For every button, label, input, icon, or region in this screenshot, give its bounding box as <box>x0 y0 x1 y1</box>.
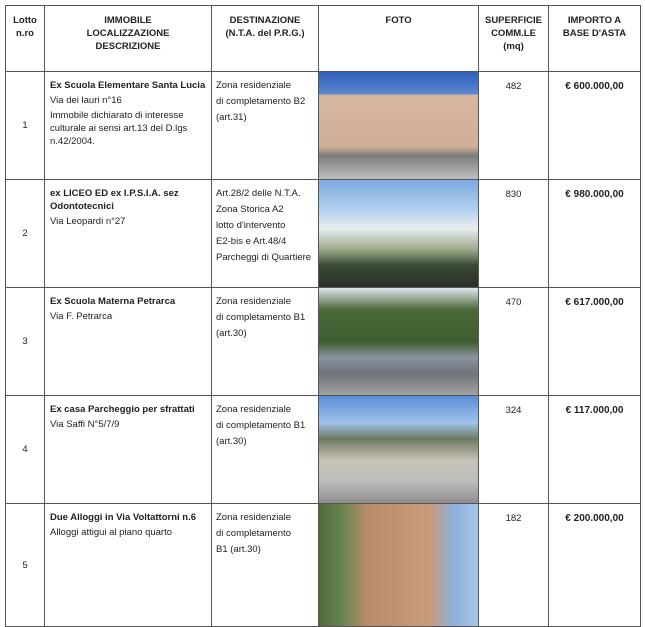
table-row: 3 Ex Scuola Materna Petrarca Via F. Petrar… <box>5 287 641 396</box>
immobile-name: ex LICEO ED ex I.P.S.I.A. sez Odontotecn… <box>50 188 179 212</box>
destinazione-line: E2-bis e Art.48/4 <box>216 236 287 247</box>
destinazione-line: Parcheggi di Quartiere <box>216 252 312 263</box>
destinazione-cell: Zona residenziale di completamento B1 (art… <box>211 395 319 504</box>
superficie-value: 482 <box>478 71 549 180</box>
destinazione-line: Zona residenziale <box>216 296 291 307</box>
immobile-detail: Via F. Petrarca <box>50 311 113 322</box>
header-row: Lotto n.ro IMMOBILE LOCALIZZAZIONE DESCRIZI… <box>5 5 641 72</box>
immobile-cell: Due Alloggi in Via Voltattorni n.6 Allogg… <box>44 503 212 627</box>
importo-value: € 200.000,00 <box>548 503 641 627</box>
destinazione-line: Zona residenziale <box>216 512 291 523</box>
header-line: IMPORTO A <box>567 15 622 26</box>
destinazione-line: Zona residenziale <box>216 404 291 415</box>
immobile-detail: Via dei lauri n°16 <box>50 95 122 106</box>
header-importo: IMPORTO A BASE D'ASTA <box>548 5 641 72</box>
immobile-name: Ex Scuola Materna Petrarca <box>50 296 176 307</box>
lotto-number: 1 <box>5 71 45 180</box>
superficie-value: 470 <box>478 287 549 396</box>
foto-cell <box>318 395 479 504</box>
immobile-cell: Ex Scuola Elementare Santa Lucia Via dei … <box>44 71 212 180</box>
destinazione-line: lotto d'intervento <box>216 220 286 231</box>
foto-cell <box>318 71 479 180</box>
importo-value: € 600.000,00 <box>548 71 641 180</box>
destinazione-cell: Zona residenziale di completamento B1 (art… <box>211 503 319 627</box>
importo-value: € 980.000,00 <box>548 179 641 288</box>
header-line: (mq) <box>503 41 524 52</box>
destinazione-line: Zona Storica A2 <box>216 204 284 215</box>
immobile-name: Due Alloggi in Via Voltattorni n.6 <box>50 512 197 523</box>
table-row: 2 ex LICEO ED ex I.P.S.I.A. sez Odontotec… <box>5 179 641 288</box>
header-line: DESCRIZIONE <box>95 41 161 52</box>
header-line: n.ro <box>16 28 34 39</box>
immobile-detail: Via Leopardi n°27 <box>50 216 126 227</box>
building-photo <box>319 396 478 503</box>
header-line: (N.T.A. del P.R.G.) <box>225 28 305 39</box>
table-row: 1 Ex Scuola Elementare Santa Lucia Via dei… <box>5 71 641 180</box>
header-line: BASE D'ASTA <box>562 28 627 39</box>
immobile-detail: Via Saffi N°5/7/9 <box>50 419 120 430</box>
header-line: FOTO <box>385 15 412 26</box>
lotto-number: 5 <box>5 503 45 627</box>
lotto-number: 3 <box>5 287 45 396</box>
immobile-detail: Alloggi attigui al piano quarto <box>50 527 173 538</box>
importo-value: € 117.000,00 <box>548 395 641 504</box>
destinazione-line: B1 (art.30) <box>216 544 261 555</box>
immobile-name: Ex casa Parcheggio per sfrattati <box>50 404 195 415</box>
building-photo <box>319 180 478 287</box>
importo-value: € 617.000,00 <box>548 287 641 396</box>
building-photo <box>319 288 478 395</box>
header-destinazione: DESTINAZIONE (N.T.A. del P.R.G.) <box>211 5 319 72</box>
superficie-value: 324 <box>478 395 549 504</box>
destinazione-cell: Art.28/2 delle N.T.A. Zona Storica A2 lott… <box>211 179 319 288</box>
foto-cell <box>318 503 479 627</box>
header-superficie: SUPERFICIE COMM.LE (mq) <box>478 5 549 72</box>
immobile-cell: Ex casa Parcheggio per sfrattati Via Saff… <box>44 395 212 504</box>
destinazione-line: (art.31) <box>216 112 247 123</box>
header-foto: FOTO <box>318 5 479 72</box>
lotto-number: 2 <box>5 179 45 288</box>
header-immobile: IMMOBILE LOCALIZZAZIONE DESCRIZIONE <box>44 5 212 72</box>
header-line: COMM.LE <box>491 28 536 39</box>
building-photo <box>319 72 478 179</box>
destinazione-line: Zona residenziale <box>216 80 291 91</box>
destinazione-cell: Zona residenziale di completamento B1 (art… <box>211 287 319 396</box>
lotto-number: 4 <box>5 395 45 504</box>
table-row: 5 Due Alloggi in Via Voltattorni n.6 Allog… <box>5 503 641 627</box>
immobile-name: Ex Scuola Elementare Santa Lucia <box>50 80 206 91</box>
foto-cell <box>318 287 479 396</box>
destinazione-line: Art.28/2 delle N.T.A. <box>216 188 301 199</box>
table-row: 4 Ex casa Parcheggio per sfrattati Via Saf… <box>5 395 641 504</box>
foto-cell <box>318 179 479 288</box>
lotti-table: Lotto n.ro IMMOBILE LOCALIZZAZIONE DESCRIZI… <box>5 5 641 627</box>
destinazione-line: (art.30) <box>216 328 247 339</box>
destinazione-line: di completamento B1 <box>216 420 306 431</box>
header-line: SUPERFICIE <box>484 15 542 26</box>
immobile-cell: ex LICEO ED ex I.P.S.I.A. sez Odontotecn… <box>44 179 212 288</box>
header-lotto: Lotto n.ro <box>5 5 45 72</box>
superficie-value: 830 <box>478 179 549 288</box>
header-line: LOCALIZZAZIONE <box>86 28 170 39</box>
immobile-cell: Ex Scuola Materna Petrarca Via F. Petrarc… <box>44 287 212 396</box>
header-line: IMMOBILE <box>104 15 152 26</box>
immobile-detail: Immobile dichiarato di interesse cultura… <box>50 110 188 147</box>
destinazione-line: di completamento B2 <box>216 96 306 107</box>
destinazione-cell: Zona residenziale di completamento B2 (art… <box>211 71 319 180</box>
building-photo <box>319 504 478 626</box>
destinazione-line: di completamento <box>216 528 291 539</box>
superficie-value: 182 <box>478 503 549 627</box>
destinazione-line: di completamento B1 <box>216 312 306 323</box>
header-line: Lotto <box>13 15 37 26</box>
destinazione-line: (art.30) <box>216 436 247 447</box>
header-line: DESTINAZIONE <box>229 15 301 26</box>
